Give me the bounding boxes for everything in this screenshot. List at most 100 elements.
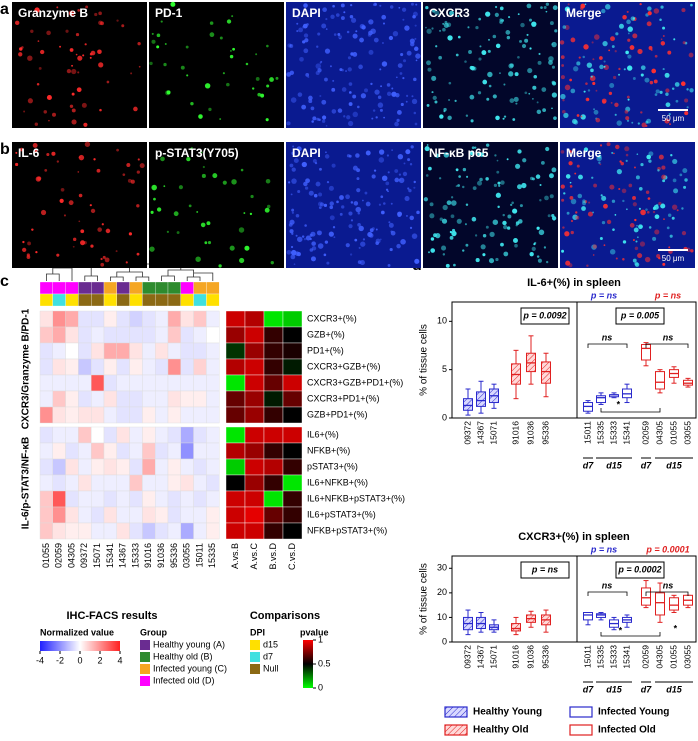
cell-signal bbox=[38, 66, 42, 70]
cell-signal bbox=[652, 236, 657, 241]
cell-signal bbox=[357, 212, 361, 215]
column-label: 03055 bbox=[182, 543, 192, 568]
cell-signal bbox=[509, 98, 515, 103]
cell-signal bbox=[515, 163, 521, 169]
cell-signal bbox=[150, 210, 154, 214]
pvalue-cell bbox=[225, 474, 246, 492]
cell-signal bbox=[345, 243, 350, 248]
cell-signal bbox=[325, 151, 327, 154]
cell-signal bbox=[388, 221, 391, 224]
cell-signal bbox=[432, 95, 437, 100]
cell-signal bbox=[492, 219, 499, 225]
cell-signal bbox=[397, 211, 403, 217]
cell-signal bbox=[513, 96, 519, 102]
heatmap-cell bbox=[90, 426, 105, 444]
cell-signal bbox=[299, 57, 304, 62]
cell-signal bbox=[566, 211, 570, 215]
cell-signal bbox=[583, 44, 589, 50]
cell-signal bbox=[410, 145, 414, 149]
cell-signal bbox=[295, 213, 300, 218]
cell-signal bbox=[511, 201, 514, 204]
box bbox=[476, 391, 486, 407]
cell-signal bbox=[373, 169, 377, 172]
micrograph bbox=[149, 2, 284, 128]
cell-signal bbox=[368, 19, 374, 25]
legend-swatch bbox=[140, 640, 150, 650]
cell-signal bbox=[618, 73, 621, 76]
heatmap-cell bbox=[142, 442, 156, 460]
cell-signal bbox=[387, 190, 389, 193]
x-tick-label: 02059 bbox=[640, 421, 650, 445]
cell-signal bbox=[100, 257, 103, 261]
cell-signal bbox=[22, 240, 25, 244]
cell-signal bbox=[577, 193, 583, 199]
cell-signal bbox=[31, 228, 34, 231]
cell-signal bbox=[688, 52, 694, 58]
cell-signal bbox=[196, 210, 199, 213]
heatmap-cell bbox=[154, 426, 169, 444]
cell-signal bbox=[72, 245, 75, 248]
cell-signal bbox=[495, 43, 501, 49]
cell-signal bbox=[465, 114, 469, 117]
row-label: CXCR3+(%) bbox=[307, 313, 357, 323]
pvalue-cell bbox=[225, 458, 246, 476]
cell-signal bbox=[293, 158, 299, 164]
cell-signal bbox=[656, 203, 659, 207]
x-tick-label: 15335 bbox=[595, 421, 605, 445]
cell-signal bbox=[413, 46, 419, 52]
cell-signal bbox=[681, 207, 684, 210]
pvalue-cell bbox=[263, 522, 284, 540]
cell-signal bbox=[326, 261, 330, 265]
cell-signal bbox=[506, 158, 509, 161]
cell-signal bbox=[375, 116, 378, 119]
heatmap-cell bbox=[167, 474, 182, 492]
pvalue-cell bbox=[225, 442, 246, 460]
x-tick-label: 03055 bbox=[682, 645, 692, 669]
cell-signal bbox=[609, 249, 616, 255]
heatmap-cell bbox=[206, 342, 220, 360]
cell-signal bbox=[506, 226, 511, 230]
cell-signal bbox=[664, 118, 670, 124]
cell-signal bbox=[528, 18, 532, 22]
cell-signal bbox=[495, 192, 501, 198]
cell-signal bbox=[208, 107, 212, 112]
group-cell bbox=[206, 281, 220, 295]
pvalue-cell bbox=[244, 390, 265, 408]
cell-signal bbox=[632, 202, 637, 207]
cell-signal bbox=[78, 154, 85, 161]
cell-signal bbox=[391, 149, 393, 151]
x-tick-label: 04305 bbox=[654, 645, 664, 669]
panel-label: a bbox=[0, 1, 9, 18]
cell-signal bbox=[76, 87, 82, 93]
heatmap-cell bbox=[129, 406, 143, 424]
cell-signal bbox=[583, 147, 589, 152]
cell-signal bbox=[308, 95, 313, 101]
cell-signal bbox=[71, 92, 75, 96]
cell-signal bbox=[603, 65, 606, 68]
cell-signal bbox=[240, 168, 244, 172]
cell-signal bbox=[425, 5, 429, 10]
box bbox=[596, 395, 606, 404]
cell-signal bbox=[375, 228, 378, 231]
cell-signal bbox=[536, 109, 542, 115]
cell-signal bbox=[405, 100, 408, 103]
bracket bbox=[587, 343, 628, 348]
cell-signal bbox=[428, 251, 431, 254]
cell-signal bbox=[582, 201, 587, 206]
cell-signal bbox=[296, 29, 299, 33]
box bbox=[655, 371, 665, 390]
cell-signal bbox=[536, 226, 540, 230]
cell-signal bbox=[106, 80, 110, 84]
cell-signal bbox=[321, 99, 327, 105]
cell-signal bbox=[614, 50, 617, 53]
annotation: * bbox=[616, 399, 620, 409]
row-label: IL6+(%) bbox=[307, 429, 339, 439]
cell-signal bbox=[43, 110, 48, 114]
cell-signal bbox=[356, 188, 361, 193]
cell-signal bbox=[682, 168, 688, 174]
pvalue-cell bbox=[244, 326, 265, 344]
cell-signal bbox=[368, 20, 371, 23]
group-cell bbox=[39, 281, 53, 295]
pvalue-cell bbox=[244, 442, 265, 460]
cell-signal bbox=[448, 99, 450, 101]
